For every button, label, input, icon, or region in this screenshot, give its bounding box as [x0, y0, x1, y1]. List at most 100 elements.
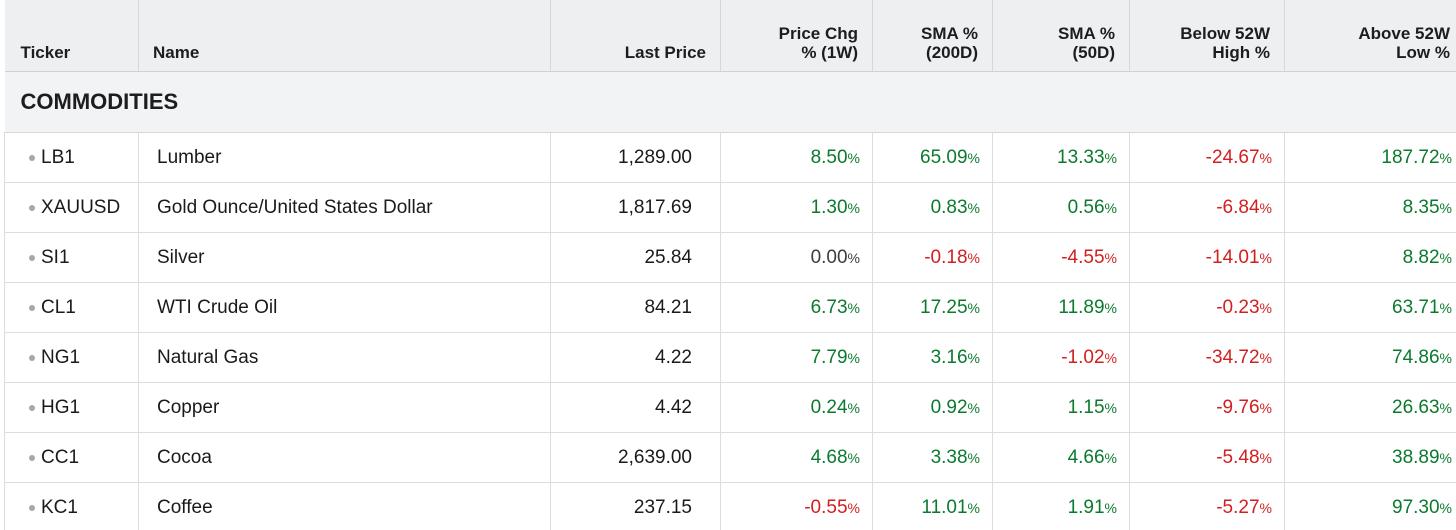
percent-sign: %	[1439, 249, 1452, 266]
cell-price-chg: 1.30%	[720, 182, 873, 233]
cell-last-price: 237.15	[550, 482, 721, 530]
cell-ticker[interactable]: CC1	[4, 432, 139, 483]
cell-sma-200d: 3.38%	[872, 432, 993, 483]
cell-name: Coffee	[138, 482, 551, 530]
percent-sign: %	[1439, 399, 1452, 416]
column-header-below-52w-high[interactable]: Below 52W High %	[1129, 0, 1285, 72]
percent-sign: %	[1259, 349, 1272, 366]
cell-above-52w-low: 97.30%	[1284, 482, 1456, 530]
bullet-icon	[29, 454, 35, 461]
percent-value: -14.01	[1205, 246, 1260, 268]
cell-sma-50d: 13.33%	[992, 132, 1130, 183]
column-header-sublabel: % (1W)	[801, 43, 858, 62]
percent-value: -0.55	[804, 496, 848, 518]
percent-sign: %	[1439, 349, 1452, 366]
percent-value: 63.71	[1392, 296, 1440, 318]
percent-value: -0.18	[924, 246, 968, 268]
percent-sign: %	[1259, 249, 1272, 266]
percent-value: 8.82	[1402, 246, 1440, 268]
table-header-row: Ticker Name Last Price Price Chg% (1W) S…	[4, 0, 1456, 72]
percent-sign: %	[847, 399, 860, 416]
percent-sign: %	[1259, 399, 1272, 416]
cell-price-chg: -0.55%	[720, 482, 873, 530]
percent-value: 38.89	[1392, 446, 1440, 468]
percent-value: 8.50	[810, 146, 848, 168]
column-header-ticker[interactable]: Ticker	[4, 0, 139, 72]
percent-value: -5.27	[1216, 496, 1260, 518]
column-header-label: SMA %	[1058, 24, 1115, 43]
percent-value: 65.09	[920, 146, 968, 168]
column-header-sublabel: High %	[1212, 43, 1270, 62]
cell-above-52w-low: 74.86%	[1284, 332, 1456, 383]
table-row[interactable]: NG1 Natural Gas 4.22 7.79% 3.16% -1.02% -34.72…	[4, 332, 1456, 383]
cell-price-chg: 8.50%	[720, 132, 873, 183]
ticker-symbol: CL1	[41, 296, 76, 318]
percent-value: 7.79	[810, 346, 848, 368]
cell-last-price: 4.42	[550, 382, 721, 433]
cell-sma-200d: -0.18%	[872, 232, 993, 283]
percent-sign: %	[1259, 199, 1272, 216]
percent-value: 11.89	[1058, 296, 1105, 318]
ticker-symbol: NG1	[41, 346, 81, 368]
column-header-price-chg[interactable]: Price Chg% (1W)	[720, 0, 873, 72]
cell-sma-50d: 1.91%	[992, 482, 1130, 530]
cell-sma-200d: 11.01%	[872, 482, 993, 530]
data-table: Ticker Name Last Price Price Chg% (1W) S…	[4, 0, 1456, 530]
section-title: COMMODITIES	[4, 71, 1456, 133]
cell-ticker[interactable]: HG1	[4, 382, 139, 433]
column-header-label: SMA %	[921, 24, 978, 43]
percent-value: 8.35	[1402, 196, 1440, 218]
cell-ticker[interactable]: KC1	[4, 482, 139, 530]
percent-value: 0.24	[810, 396, 848, 418]
column-header-sma-50d[interactable]: SMA % (50D)	[992, 0, 1130, 72]
cell-ticker[interactable]: LB1	[4, 132, 139, 183]
table-row[interactable]: LB1 Lumber 1,289.00 8.50% 65.09% 13.33% -24.67…	[4, 132, 1456, 183]
table-row[interactable]: CC1 Cocoa 2,639.00 4.68% 3.38% 4.66% -5.48% 38.…	[4, 432, 1456, 483]
cell-sma-200d: 17.25%	[872, 282, 993, 333]
cell-last-price: 84.21	[550, 282, 721, 333]
cell-last-price: 4.22	[550, 332, 721, 383]
cell-ticker[interactable]: NG1	[4, 332, 139, 383]
cell-above-52w-low: 38.89%	[1284, 432, 1456, 483]
percent-sign: %	[1439, 499, 1452, 516]
column-header-last-price[interactable]: Last Price	[550, 0, 721, 72]
percent-sign: %	[1259, 449, 1272, 466]
cell-sma-50d: -4.55%	[992, 232, 1130, 283]
cell-ticker[interactable]: CL1	[4, 282, 139, 333]
table-row[interactable]: SI1 Silver 25.84 0.00% -0.18% -4.55% -14.01% 8.…	[4, 232, 1456, 283]
percent-value: 0.83	[930, 196, 968, 218]
table-row[interactable]: CL1 WTI Crude Oil 84.21 6.73% 17.25% 11.89% -0…	[4, 282, 1456, 333]
percent-sign: %	[1104, 199, 1117, 216]
cell-ticker[interactable]: SI1	[4, 232, 139, 283]
table-row[interactable]: HG1 Copper 4.42 0.24% 0.92% 1.15% -9.76% 26.63%	[4, 382, 1456, 433]
table-row[interactable]: XAUUSD Gold Ounce/United States Dollar 1,8…	[4, 182, 1456, 233]
column-header-name[interactable]: Name	[138, 0, 551, 72]
cell-above-52w-low: 26.63%	[1284, 382, 1456, 433]
percent-value: 1.91	[1067, 496, 1105, 518]
section-header-row: COMMODITIES	[4, 71, 1456, 133]
column-header-sma-200d[interactable]: SMA % (200D)	[872, 0, 993, 72]
column-header-above-52w-low[interactable]: Above 52W Low %	[1284, 0, 1456, 72]
percent-sign: %	[967, 449, 980, 466]
cell-below-52w-high: -6.84%	[1129, 182, 1285, 233]
cell-sma-200d: 0.83%	[872, 182, 993, 233]
cell-below-52w-high: -34.72%	[1129, 332, 1285, 383]
cell-sma-50d: 4.66%	[992, 432, 1130, 483]
cell-price-chg: 4.68%	[720, 432, 873, 483]
ticker-symbol: HG1	[41, 396, 81, 418]
percent-value: 11.01	[921, 496, 968, 518]
percent-sign: %	[967, 499, 980, 516]
cell-above-52w-low: 187.72%	[1284, 132, 1456, 183]
percent-sign: %	[967, 299, 980, 316]
table-row[interactable]: KC1 Coffee 237.15 -0.55% 11.01% 1.91% -5.27% 97…	[4, 482, 1456, 530]
percent-value: -34.72	[1205, 346, 1260, 368]
percent-sign: %	[1104, 299, 1117, 316]
cell-ticker[interactable]: XAUUSD	[4, 182, 139, 233]
percent-sign: %	[1439, 449, 1452, 466]
cell-sma-50d: -1.02%	[992, 332, 1130, 383]
percent-value: 4.66	[1067, 446, 1105, 468]
percent-sign: %	[847, 349, 860, 366]
cell-price-chg: 0.00%	[720, 232, 873, 283]
percent-sign: %	[1104, 499, 1117, 516]
percent-value: 1.15	[1067, 396, 1105, 418]
